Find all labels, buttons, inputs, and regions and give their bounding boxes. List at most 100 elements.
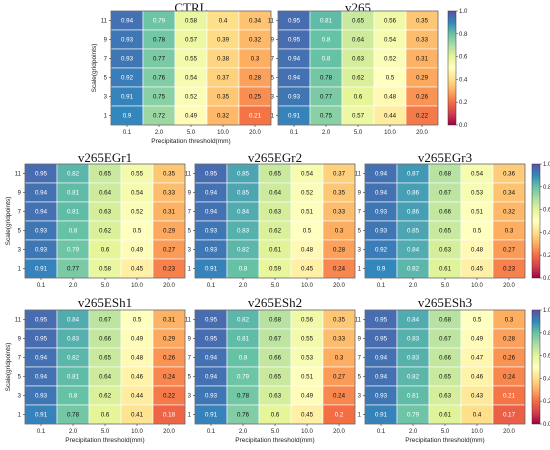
- panel-7-ytick-label: 1: [188, 413, 192, 419]
- panel-8-cell-label: 0.81: [407, 393, 420, 400]
- panel-8-xtick-label: 0.1: [377, 429, 386, 435]
- panel-7-cell-label: 0.33: [333, 336, 346, 343]
- colorbar-1-tick-label: 0.4: [459, 77, 468, 83]
- panel-7-ytick-label: 9: [188, 337, 192, 343]
- panel-6-xtick-label: 0.1: [37, 429, 46, 435]
- panel-4-cell-label: 0.33: [333, 209, 346, 216]
- panel-4-xtick-label: 0.1: [207, 283, 216, 289]
- panel-7-xtick-label: 0.1: [207, 429, 216, 435]
- panel-7-cell-label: 0.79: [237, 374, 250, 381]
- panel-8-cell-label: 0.17: [503, 412, 516, 419]
- panel-2-ytick-label: 5: [271, 76, 275, 82]
- panel-6-xtick-label: 5.0: [101, 429, 110, 435]
- panel-8-cell-label: 0.4: [473, 412, 482, 419]
- colorbar-3-tick-label: 1.0: [543, 308, 550, 314]
- panel-6-ylabel: Scale(gridpoints): [5, 343, 12, 392]
- panel-2-cell-label: 0.31: [416, 56, 429, 63]
- panel-7-cell-label: 0.94: [205, 355, 218, 362]
- panel-1-cell-label: 0.75: [153, 94, 166, 101]
- panel-6-cell-label: 0.64: [99, 374, 112, 381]
- panel-3-ylabel: Scale(gridpoints): [5, 197, 12, 246]
- panel-5-title: v265EGr3: [418, 150, 472, 165]
- panel-2-cell-label: 0.56: [384, 18, 397, 25]
- panel-4-cell-label: 0.94: [205, 190, 218, 197]
- panel-1-cell-label: 0.92: [121, 75, 134, 82]
- panel-8-xlabel: Precipitation threshold(mm): [405, 437, 484, 444]
- panel-6-cell-label: 0.67: [99, 317, 112, 324]
- panel-6-xtick-label: 2.0: [69, 429, 78, 435]
- panel-5-xtick-label: 0.1: [377, 283, 386, 289]
- colorbar-1-tick-label: 0.6: [459, 55, 468, 61]
- panel-1-cell-label: 0.77: [153, 56, 166, 63]
- panel-8-cell-label: 0.46: [471, 374, 484, 381]
- panel-6-cell-label: 0.46: [131, 374, 144, 381]
- panel-4-cell-label: 0.62: [269, 228, 282, 235]
- panel-8-ytick-label: 11: [355, 318, 362, 324]
- panel-8-cell-label: 0.49: [471, 336, 484, 343]
- panel-1-cell-label: 0.25: [249, 94, 262, 101]
- panel-7-xtick-label: 10.0: [301, 429, 313, 435]
- panel-5-cell-label: 0.9: [377, 266, 386, 273]
- panel-8-cell-label: 0.24: [503, 374, 516, 381]
- panel-5-xtick-label: 20.0: [503, 283, 515, 289]
- panel-6-ytick-label: 5: [18, 375, 22, 381]
- colorbar-2-tick-label: 0.4: [543, 230, 550, 236]
- panel-7-cell-label: 0.94: [205, 374, 218, 381]
- panel-8-ytick-label: 9: [358, 337, 362, 343]
- panel-2-cell-label: 0.95: [288, 18, 301, 25]
- panel-6-cell-label: 0.78: [67, 412, 80, 419]
- panel-5-cell-label: 0.94: [375, 171, 388, 178]
- panel-6-cell-label: 0.22: [163, 393, 176, 400]
- panel-7-cell-label: 0.49: [301, 393, 314, 400]
- panel-5-cell-label: 0.92: [375, 247, 388, 254]
- panel-1-ytick-label: 5: [104, 76, 108, 82]
- panel-5-cell-label: 0.86: [407, 209, 420, 216]
- panel-4-cell-label: 0.5: [303, 228, 312, 235]
- panel-3-cell-label: 0.63: [99, 209, 112, 216]
- panel-7-xtick-label: 20.0: [333, 429, 345, 435]
- panel-4-cell-label: 0.51: [301, 209, 314, 216]
- panel-4-cell-label: 0.35: [333, 190, 346, 197]
- panel-8-cell-label: 0.43: [471, 393, 484, 400]
- panel-5-xtick-label: 10.0: [471, 283, 483, 289]
- panel-6-cell-label: 0.6: [101, 412, 110, 419]
- panel-6-cell-label: 0.84: [67, 317, 80, 324]
- panel-6-ytick-label: 3: [18, 394, 22, 400]
- panel-6-xtick-label: 20.0: [163, 429, 175, 435]
- panel-3-ytick-label: 1: [18, 267, 22, 273]
- panel-4-cell-label: 0.83: [237, 228, 250, 235]
- panel-7-ytick-label: 3: [188, 394, 192, 400]
- panel-4-cell-label: 0.82: [237, 247, 250, 254]
- panel-5-cell-label: 0.48: [471, 247, 484, 254]
- panel-6-cell-label: 0.48: [131, 355, 144, 362]
- panel-1-cell-label: 0.79: [153, 18, 166, 25]
- panel-8-cell-label: 0.61: [439, 412, 452, 419]
- panel-2-cell-label: 0.75: [320, 113, 333, 120]
- panel-2-cell-label: 0.57: [352, 113, 365, 120]
- panel-6-cell-label: 0.95: [35, 317, 48, 324]
- colorbar-3-tick-label: 0.4: [543, 376, 550, 382]
- panel-5-ytick-label: 11: [355, 172, 362, 178]
- panel-6-cell-label: 0.44: [131, 393, 144, 400]
- panel-3-xtick-label: 0.1: [37, 283, 46, 289]
- panel-6-cell-label: 0.24: [163, 374, 176, 381]
- colorbar-2-tick-label: 1.0: [543, 162, 550, 168]
- panel-1-cell-label: 0.39: [217, 37, 230, 44]
- panel-1-ytick-label: 7: [104, 57, 108, 63]
- panel-3-cell-label: 0.35: [163, 171, 176, 178]
- panel-1-xtick-label: 2.0: [155, 130, 164, 136]
- panel-4-cell-label: 0.37: [333, 171, 346, 178]
- panel-1-xlabel: Precipitation threshold(mm): [151, 138, 230, 145]
- panel-8-xtick-label: 2.0: [409, 429, 418, 435]
- panel-3-cell-label: 0.8: [69, 228, 78, 235]
- panel-8-cell-label: 0.82: [407, 374, 420, 381]
- panel-2-ytick-label: 7: [271, 57, 275, 63]
- panel-7-cell-label: 0.53: [301, 355, 314, 362]
- panel-8-cell-label: 0.67: [439, 336, 452, 343]
- panel-1-cell-label: 0.38: [217, 56, 230, 63]
- panel-4-ytick-label: 7: [188, 210, 192, 216]
- colorbar-1-tick-label: 0.2: [459, 100, 468, 106]
- panel-3-cell-label: 0.94: [35, 209, 48, 216]
- panel-8-cell-label: 0.63: [439, 393, 452, 400]
- panel-3-cell-label: 0.93: [35, 228, 48, 235]
